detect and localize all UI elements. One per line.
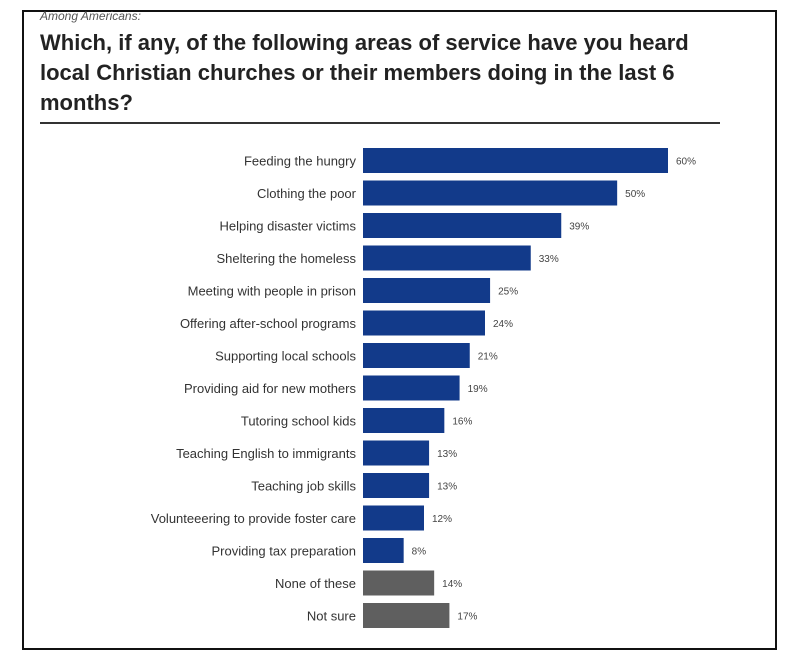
category-label: None of these <box>275 576 356 591</box>
value-label: 24% <box>493 319 513 330</box>
value-label: 39% <box>569 222 589 233</box>
value-label: 13% <box>437 449 457 460</box>
category-label: Helping disaster victims <box>219 219 356 234</box>
category-label: Clothing the poor <box>257 186 357 201</box>
category-label: Supporting local schools <box>215 349 356 364</box>
chart-kicker: Among Americans: <box>40 9 141 23</box>
category-label: Providing aid for new mothers <box>184 381 356 396</box>
bar-chart: Feeding the hungry 60% Clothing the poor 50… <box>151 148 696 628</box>
title-divider <box>40 122 720 124</box>
category-label: Meeting with people in prison <box>188 284 356 299</box>
category-label: Volunteeering to provide foster care <box>151 511 356 526</box>
value-label: 16% <box>452 417 472 428</box>
value-label: 17% <box>457 612 477 623</box>
category-label: Teaching job skills <box>251 479 356 494</box>
category-label: Tutoring school kids <box>241 414 357 429</box>
value-label: 21% <box>478 352 498 363</box>
category-label: Offering after-school programs <box>180 316 357 331</box>
bar <box>363 343 470 368</box>
value-label: 12% <box>432 514 452 525</box>
value-label: 19% <box>468 384 488 395</box>
value-label: 60% <box>676 157 696 168</box>
bar <box>363 408 445 433</box>
bar <box>363 245 531 271</box>
value-label: 13% <box>437 482 457 493</box>
bar <box>363 310 485 336</box>
bar <box>363 538 404 563</box>
value-label: 25% <box>498 287 518 298</box>
category-label: Teaching English to immigrants <box>176 446 356 461</box>
category-label: Sheltering the homeless <box>217 251 357 266</box>
bar <box>363 603 450 628</box>
bar <box>363 278 491 303</box>
value-label: 50% <box>625 189 645 200</box>
bar <box>363 213 562 238</box>
bar <box>363 440 430 466</box>
value-label: 33% <box>539 254 559 265</box>
chart-title: Which, if any, of the following areas of… <box>40 30 689 115</box>
category-label: Feeding the hungry <box>244 154 357 169</box>
bar <box>363 180 618 206</box>
bar <box>363 473 430 498</box>
bar <box>363 505 424 531</box>
bar <box>363 375 460 401</box>
bar <box>363 570 435 596</box>
value-label: 8% <box>412 547 427 558</box>
category-label: Not sure <box>307 609 356 624</box>
category-label: Providing tax preparation <box>211 544 356 559</box>
value-label: 14% <box>442 579 462 590</box>
bar <box>363 148 668 173</box>
